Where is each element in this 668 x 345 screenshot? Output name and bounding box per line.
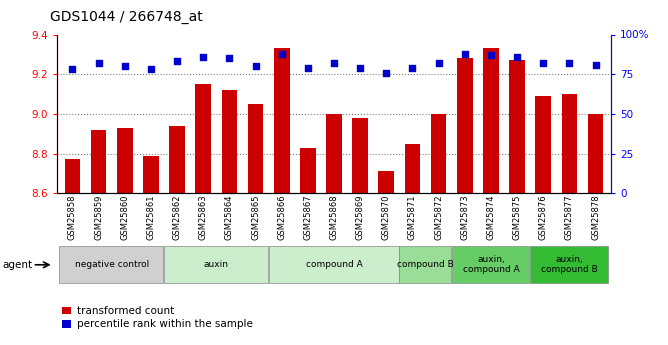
- Point: [329, 60, 339, 66]
- Point: [120, 63, 130, 69]
- Bar: [91, 130, 106, 193]
- Bar: [431, 114, 446, 193]
- Point: [198, 54, 208, 59]
- Bar: [509, 60, 525, 193]
- Text: negative control: negative control: [75, 260, 149, 269]
- Text: agent: agent: [3, 260, 33, 270]
- Bar: [269, 246, 399, 283]
- Text: auxin,
compound B: auxin, compound B: [541, 255, 598, 275]
- Point: [67, 67, 77, 72]
- Bar: [143, 156, 159, 193]
- Point: [94, 60, 104, 66]
- Bar: [457, 58, 473, 193]
- Text: auxin: auxin: [204, 260, 229, 269]
- Bar: [65, 159, 80, 193]
- Bar: [535, 96, 551, 193]
- Point: [486, 52, 496, 58]
- Bar: [405, 144, 420, 193]
- Point: [434, 60, 444, 66]
- Bar: [59, 246, 163, 283]
- Point: [146, 67, 156, 72]
- Text: compound A: compound A: [306, 260, 362, 269]
- Legend: transformed count, percentile rank within the sample: transformed count, percentile rank withi…: [62, 306, 253, 329]
- Bar: [300, 148, 316, 193]
- Point: [250, 63, 261, 69]
- Point: [538, 60, 548, 66]
- Bar: [196, 84, 211, 193]
- Bar: [169, 126, 185, 193]
- Bar: [248, 104, 263, 193]
- Point: [407, 65, 418, 71]
- Bar: [483, 48, 499, 193]
- Bar: [326, 114, 342, 193]
- Point: [172, 59, 182, 64]
- Point: [303, 65, 313, 71]
- Text: compound B: compound B: [397, 260, 454, 269]
- Point: [460, 51, 470, 56]
- Point: [381, 70, 391, 75]
- Text: auxin,
compound A: auxin, compound A: [462, 255, 519, 275]
- Bar: [530, 246, 608, 283]
- Bar: [562, 94, 577, 193]
- Bar: [117, 128, 133, 193]
- Point: [512, 54, 522, 59]
- Bar: [399, 246, 451, 283]
- Text: GDS1044 / 266748_at: GDS1044 / 266748_at: [50, 10, 203, 24]
- Point: [224, 56, 234, 61]
- Bar: [222, 90, 237, 193]
- Point: [277, 51, 287, 56]
- Point: [355, 65, 365, 71]
- Bar: [588, 114, 603, 193]
- Point: [591, 62, 601, 67]
- Point: [564, 60, 574, 66]
- Bar: [274, 48, 289, 193]
- Bar: [452, 246, 529, 283]
- Bar: [379, 171, 394, 193]
- Bar: [352, 118, 368, 193]
- Bar: [164, 246, 268, 283]
